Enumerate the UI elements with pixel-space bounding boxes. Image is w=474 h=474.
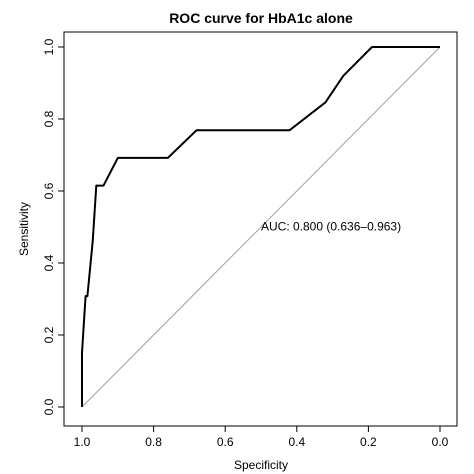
roc-curve [81,46,440,407]
x-tick-label: 0.4 [288,435,305,449]
x-tick-label: 0.8 [145,435,162,449]
x-axis-label: Specificity [234,458,288,472]
reference-diagonal [81,46,441,408]
y-axis-label: Sensitivity [17,202,31,256]
y-tick-label: 0.4 [42,254,56,271]
x-tick-label: 0.0 [432,435,449,449]
x-tick-label: 0.6 [217,435,234,449]
y-tick-label: 0.6 [42,182,56,199]
y-tick-label: 0.8 [42,110,56,127]
y-tick-label: 0.0 [42,398,56,415]
x-axis: 1.0 0.8 0.6 0.4 0.2 0.0 [74,425,449,449]
y-tick-label: 0.2 [42,326,56,343]
y-tick-label: 1.0 [42,38,56,55]
chart-title: ROC curve for HbA1c alone [169,10,353,26]
x-tick-label: 1.0 [74,435,91,449]
y-axis: 0.0 0.2 0.4 0.6 0.8 1.0 [42,38,65,415]
x-tick-label: 0.2 [360,435,377,449]
auc-annotation: AUC: 0.800 (0.636–0.963) [261,220,401,234]
